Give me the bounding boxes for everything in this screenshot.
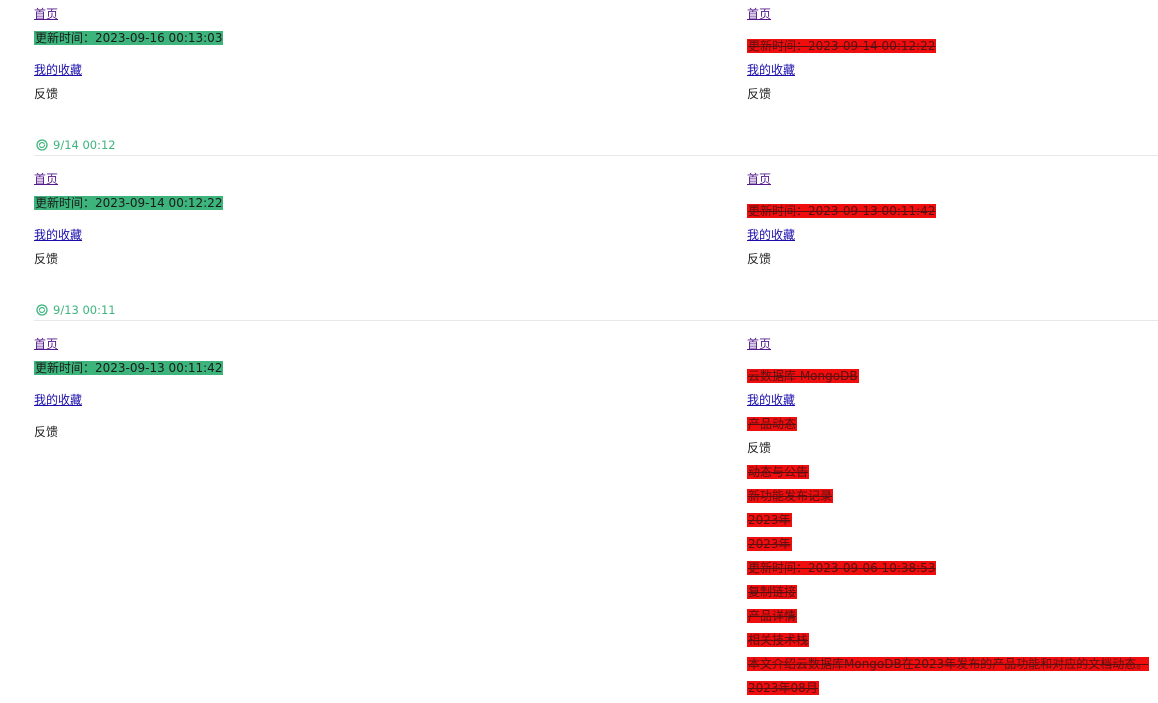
removed-text: 相关技术栈 xyxy=(747,633,809,647)
timestamp-label: 9/14 00:12 xyxy=(53,138,116,152)
home-link[interactable]: 首页 xyxy=(34,337,58,352)
update-time: 更新时间：2023-09-14 00:12:22 xyxy=(34,196,223,211)
favorites-link[interactable]: 我的收藏 xyxy=(34,393,82,408)
home-link[interactable]: 首页 xyxy=(747,172,771,187)
favorites-link[interactable]: 我的收藏 xyxy=(747,228,795,243)
removed-text: 本文介绍云数据库MongoDB在2023年发布的产品功能和对应的文档动态。 xyxy=(747,657,1149,671)
feedback-text: 反馈 xyxy=(747,441,771,456)
added-text: 更新时间：2023-09-16 00:13:03 xyxy=(34,31,223,45)
snapshot-timestamp[interactable]: 9/13 00:11 xyxy=(34,303,1158,317)
home-link[interactable]: 首页 xyxy=(747,337,771,352)
related-docs-text: 相关技术栈 xyxy=(747,633,809,648)
update-time: 更新时间：2023-09-06 10:38:53 xyxy=(747,561,936,576)
sync-icon xyxy=(36,304,48,316)
removed-text: 更新时间：2023-09-13 00:11:42 xyxy=(747,204,936,218)
snapshot-timestamp[interactable]: 9/14 00:12 xyxy=(34,138,1158,152)
removed-text: 云数据库 MongoDB xyxy=(747,369,859,383)
removed-text: 产品详情 xyxy=(747,609,797,623)
removed-text: 新功能发布记录 xyxy=(747,489,833,503)
removed-text: 动态与公告 xyxy=(747,465,809,479)
product-news-text: 产品动态 xyxy=(747,417,797,432)
year-text: 2023年 xyxy=(747,537,792,552)
timestamp-label: 9/13 00:11 xyxy=(53,303,116,317)
feedback-text: 反馈 xyxy=(747,252,771,267)
added-text: 更新时间：2023-09-13 00:11:42 xyxy=(34,361,223,375)
removed-text: 复制链接 xyxy=(747,585,797,599)
added-text: 更新时间：2023-09-14 00:12:22 xyxy=(34,196,223,210)
product-pricing-text: 产品详情 xyxy=(747,609,797,624)
removed-text: 更新时间：2023-09-06 10:38:53 xyxy=(747,561,936,575)
home-link[interactable]: 首页 xyxy=(34,7,58,22)
feature-log-text: 新功能发布记录 xyxy=(747,489,833,504)
divider xyxy=(34,155,1158,156)
removed-text: 2023年 xyxy=(747,513,792,527)
divider xyxy=(34,320,1158,321)
feedback-text: 反馈 xyxy=(34,87,58,102)
feedback-text: 反馈 xyxy=(747,87,771,102)
feedback-text: 反馈 xyxy=(34,425,58,440)
month-text: 2023年08月 xyxy=(747,681,819,696)
feedback-text: 反馈 xyxy=(34,252,58,267)
removed-text: 产品动态 xyxy=(747,417,797,431)
home-link[interactable]: 首页 xyxy=(34,172,58,187)
favorites-link[interactable]: 我的收藏 xyxy=(34,228,82,243)
summary-text: 本文介绍云数据库MongoDB在2023年发布的产品功能和对应的文档动态。 xyxy=(747,657,1149,672)
update-time: 更新时间：2023-09-13 00:11:42 xyxy=(747,204,936,219)
sync-icon xyxy=(36,139,48,151)
year-text: 2023年 xyxy=(747,513,792,528)
removed-text: 更新时间：2023-09-14 00:12:22 xyxy=(747,39,936,53)
favorites-link[interactable]: 我的收藏 xyxy=(34,63,82,78)
removed-text: 2023年 xyxy=(747,537,792,551)
copy-link-text: 复制链接 xyxy=(747,585,797,600)
update-time: 更新时间：2023-09-14 00:12:22 xyxy=(747,39,936,54)
home-link[interactable]: 首页 xyxy=(747,7,771,22)
removed-text: 2023年08月 xyxy=(747,681,819,695)
cloud-db-text: 云数据库 MongoDB xyxy=(747,369,859,384)
release-notes-text: 动态与公告 xyxy=(747,465,809,480)
favorites-link[interactable]: 我的收藏 xyxy=(747,63,795,78)
favorites-link[interactable]: 我的收藏 xyxy=(747,393,795,408)
update-time: 更新时间：2023-09-13 00:11:42 xyxy=(34,361,223,376)
update-time: 更新时间：2023-09-16 00:13:03 xyxy=(34,31,223,46)
